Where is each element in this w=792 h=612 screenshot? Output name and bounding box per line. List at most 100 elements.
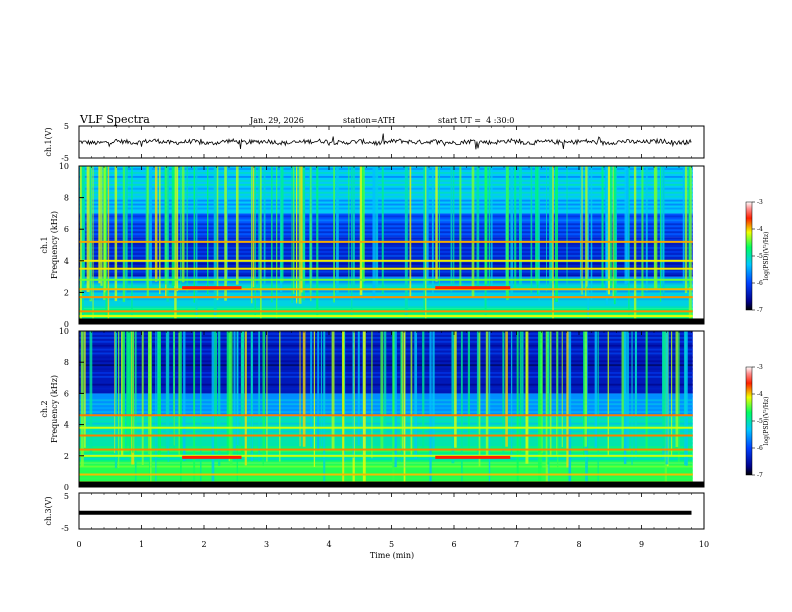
spectrogram-sferic — [426, 166, 429, 284]
spectrogram-sferic — [626, 331, 629, 449]
spectrogram-sferic — [181, 166, 185, 283]
spectrogram-sferic — [271, 166, 273, 303]
spectrogram-sferic — [688, 166, 692, 324]
colorbar-tick-label: -6 — [757, 280, 763, 287]
spectrogram-row — [79, 282, 693, 285]
spectrogram-line — [79, 315, 693, 318]
spectrogram-row — [79, 179, 693, 182]
ytick-label: 10 — [59, 162, 69, 171]
spectrogram-row — [79, 477, 693, 480]
xtick-label: 6 — [451, 540, 456, 549]
ch2-spectrogram-channel-label: ch.2 — [40, 400, 49, 417]
spectrogram-row — [79, 195, 693, 198]
spectrogram-line — [79, 414, 693, 417]
spectrogram-sferic — [296, 166, 298, 302]
spectrogram-sferic — [298, 166, 302, 304]
spectrogram-sferic — [662, 331, 666, 448]
spectrogram-sferic — [229, 331, 231, 459]
spectrogram-line — [79, 288, 693, 291]
ytick-label: 4 — [64, 257, 69, 266]
figure-date: Jan. 29, 2026 — [249, 116, 304, 125]
spectrogram-sferic — [659, 166, 662, 302]
spectrogram-row — [79, 251, 693, 253]
spectrogram-sferic — [154, 166, 158, 282]
ch1-timeseries-panel: ch.1(V) 5 -5 — [44, 122, 705, 163]
time-axis-label: Time (min) — [370, 551, 414, 560]
xtick-label: 7 — [514, 540, 519, 549]
spectrogram-sferic — [122, 166, 126, 302]
spectrogram-sferic — [597, 331, 599, 487]
spectrogram-sferic — [86, 166, 90, 293]
ch3-timeseries-panel: ch.3(V) 5 -5 — [44, 492, 705, 533]
spectrogram-sferic — [460, 331, 463, 487]
spectrogram-sferic — [134, 331, 137, 487]
spectrogram-sferic — [688, 166, 691, 288]
spectrogram-sferic — [79, 166, 83, 324]
spectrogram-segment — [182, 455, 242, 459]
spectrogram-sferic — [342, 331, 345, 487]
spectrogram-row — [79, 465, 693, 468]
spectrogram-sferic — [601, 166, 604, 289]
ch1-colorbar-label: log(PSD)(V²/Hz) — [763, 232, 770, 281]
spectrogram-sferic — [351, 166, 353, 324]
spectrogram-line — [79, 426, 693, 429]
figure-start-time: start UT = 4 :30:0 — [438, 116, 514, 125]
ch1-colorbar-ticks: -3 -4 -5 -6 -7 — [752, 199, 763, 314]
ytick-label: 0 — [64, 483, 69, 492]
spectrogram-sferic — [178, 331, 181, 455]
colorbar-tick-label: -3 — [757, 199, 763, 206]
spectrogram-sferic — [488, 166, 491, 289]
spectrogram-sferic — [594, 331, 597, 448]
spectrogram-sferic — [607, 166, 611, 295]
spectrogram-row — [79, 243, 693, 245]
spectrogram-sferic — [317, 331, 320, 450]
spectrogram-sferic — [372, 166, 376, 300]
spectrogram-sferic — [607, 331, 609, 457]
spectrogram-sferic — [186, 166, 188, 292]
spectrogram-sferic — [624, 166, 628, 285]
ch3-ytick-top: 5 — [64, 492, 69, 501]
colorbar-tick-label: -4 — [757, 226, 763, 233]
spectrogram-sferic — [613, 166, 616, 305]
ch2-spectrogram-ylabel: Frequency (kHz) — [50, 375, 59, 443]
spectrogram-sferic — [581, 166, 583, 295]
spectrogram-sferic — [381, 166, 384, 295]
spectrogram-sferic — [207, 166, 209, 295]
spectrogram-sferic — [105, 166, 108, 324]
ch2-spectrogram-yticks: 0 2 4 6 8 10 — [59, 327, 84, 492]
spectrogram-sferic — [375, 166, 379, 288]
spectrogram-sferic — [535, 166, 538, 286]
spectrogram-row — [79, 235, 693, 238]
spectrogram-sferic — [92, 166, 94, 324]
spectrogram-sferic — [431, 166, 434, 294]
spectrogram-sferic — [263, 166, 266, 284]
spectrogram-sferic — [435, 166, 438, 282]
spectrogram-sferic — [132, 331, 134, 453]
xtick-label: 8 — [576, 540, 581, 549]
colorbar-tick-label: -7 — [757, 307, 763, 314]
spectrogram-sferic — [131, 166, 133, 324]
spectrogram-sferic — [614, 166, 618, 297]
spectrogram-sferic — [380, 331, 384, 450]
xtick-label: 0 — [76, 540, 81, 549]
spectrogram-sferic — [331, 331, 335, 451]
spectrogram-sferic — [171, 166, 175, 286]
spectrogram-sferic — [403, 331, 406, 487]
spectrogram-sferic — [538, 166, 540, 302]
spectrogram-row — [79, 461, 693, 464]
spectrogram-sferic — [425, 166, 427, 324]
spectrogram-sferic — [362, 331, 366, 487]
xtick-label: 9 — [639, 540, 644, 549]
spectrogram-sferic — [258, 166, 260, 292]
spectrogram-line — [79, 310, 693, 313]
spectrogram-sferic — [530, 166, 533, 293]
spectrogram-sferic — [684, 166, 688, 294]
spectrogram-sferic — [323, 331, 326, 487]
spectrogram-sferic — [454, 331, 457, 448]
ytick-label: 6 — [64, 225, 69, 234]
spectrogram-sferic — [568, 331, 572, 487]
colorbar-tick-label: -4 — [757, 391, 763, 398]
spectrogram-sferic — [552, 166, 554, 324]
spectrogram-sferic — [280, 166, 284, 283]
